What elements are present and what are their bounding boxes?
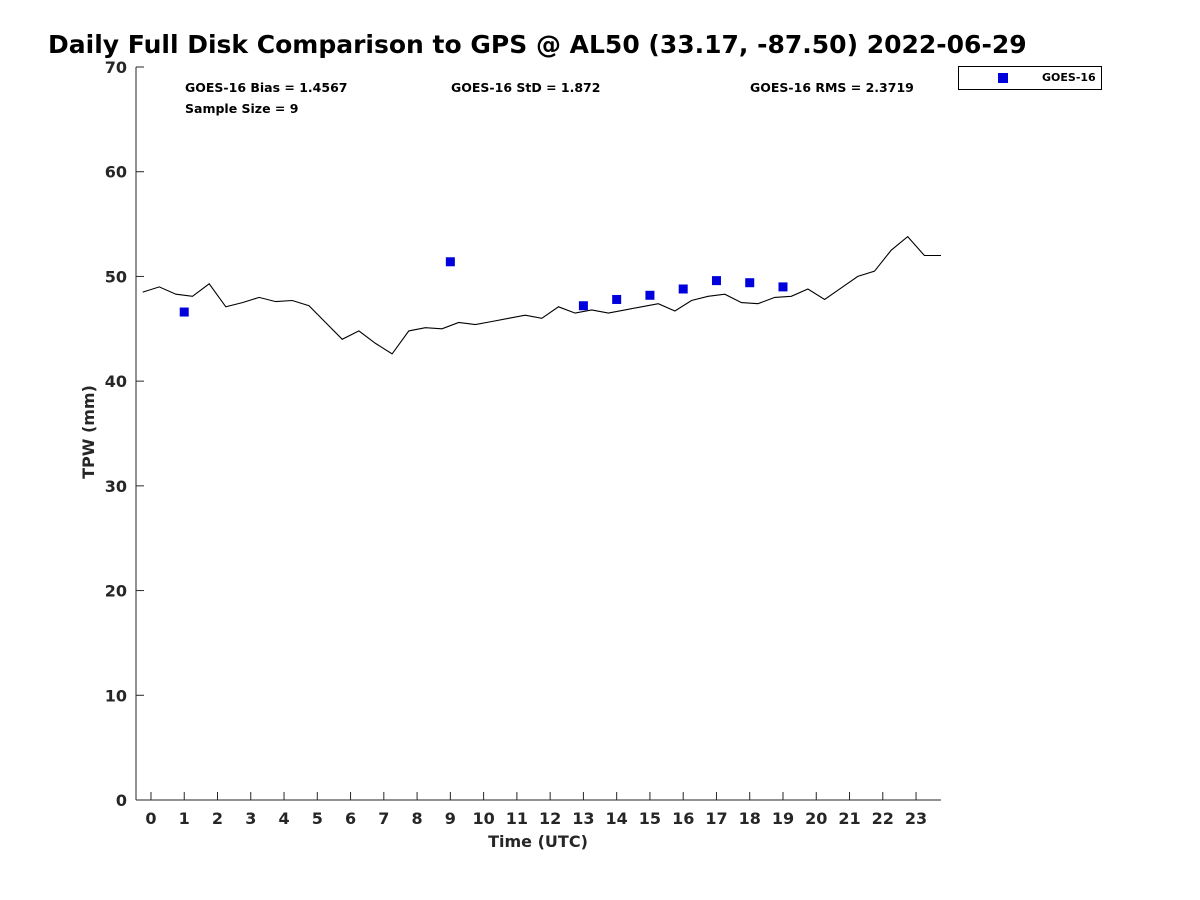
x-tick-label: 3 <box>245 809 256 828</box>
x-tick-label: 20 <box>805 809 827 828</box>
y-axis-label: TPW (mm) <box>79 385 98 479</box>
legend-label-goes-16: GOES-16 <box>1042 71 1096 84</box>
goes-16-point <box>612 294 622 304</box>
x-tick-label: 8 <box>412 809 423 828</box>
gps-tpw-line <box>142 235 941 355</box>
x-tick-label: 0 <box>145 809 156 828</box>
x-tick-label: 15 <box>639 809 661 828</box>
x-tick-label: 16 <box>672 809 694 828</box>
goes-16-point <box>678 284 688 294</box>
y-tick-label: 50 <box>105 267 127 286</box>
y-tick-label: 70 <box>105 58 127 77</box>
x-tick-label: 22 <box>872 809 894 828</box>
x-tick-label: 14 <box>606 809 628 828</box>
x-tick-label: 13 <box>572 809 594 828</box>
x-tick-label: 18 <box>739 809 761 828</box>
x-tick-label: 21 <box>838 809 860 828</box>
x-tick-label: 7 <box>378 809 389 828</box>
x-tick-label: 9 <box>445 809 456 828</box>
x-tick-label: 19 <box>772 809 794 828</box>
goes-16-point <box>578 301 588 311</box>
x-tick-label: 4 <box>278 809 289 828</box>
sample-size-stat: Sample Size = 9 <box>185 101 298 116</box>
x-tick-label: 6 <box>345 809 356 828</box>
goes-16-point <box>745 278 755 288</box>
x-tick-label: 12 <box>539 809 561 828</box>
x-tick-label: 5 <box>312 809 323 828</box>
y-tick-label: 10 <box>105 686 127 705</box>
x-tick-label: 10 <box>472 809 494 828</box>
goes-16-point <box>445 257 455 267</box>
x-tick-label: 23 <box>905 809 927 828</box>
y-tick-label: 20 <box>105 582 127 601</box>
goes-16-point <box>711 276 721 286</box>
bias-stat: GOES-16 Bias = 1.4567 <box>185 80 347 95</box>
legend-box <box>958 66 1102 90</box>
rms-stat: GOES-16 RMS = 2.3719 <box>750 80 914 95</box>
legend-marker-goes-16 <box>998 73 1008 83</box>
chart-title: Daily Full Disk Comparison to GPS @ AL50… <box>48 30 1027 59</box>
y-tick-label: 60 <box>105 163 127 182</box>
y-tick-label: 40 <box>105 372 127 391</box>
goes-16-point <box>179 307 189 317</box>
legend: GOES-16 <box>958 66 1102 90</box>
goes-16-point <box>778 282 788 292</box>
x-tick-label: 11 <box>506 809 528 828</box>
goes-16-point <box>645 290 655 300</box>
x-tick-label: 17 <box>705 809 727 828</box>
std-stat: GOES-16 StD = 1.872 <box>451 80 600 95</box>
plot-group <box>142 235 941 355</box>
x-tick-label: 1 <box>179 809 190 828</box>
y-tick-label: 0 <box>116 791 127 810</box>
y-tick-label: 30 <box>105 477 127 496</box>
x-axis-label: Time (UTC) <box>488 832 588 851</box>
x-tick-label: 2 <box>212 809 223 828</box>
